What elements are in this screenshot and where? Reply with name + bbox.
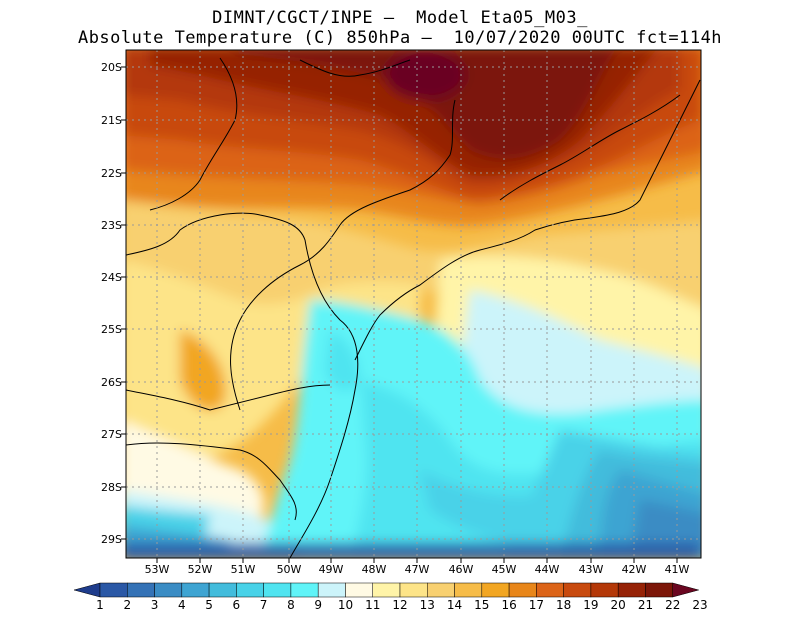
lat-label-24s: 24S: [101, 271, 122, 284]
colorbar-swatch: [99, 582, 128, 598]
lat-label-27s: 27S: [101, 428, 122, 441]
colorbar-label: 1: [96, 598, 104, 612]
lat-label-25s: 25S: [101, 323, 122, 336]
lon-label-43w: 43W: [578, 563, 604, 576]
colorbar-swatch: [427, 582, 455, 598]
colorbar-swatch: [645, 582, 673, 598]
colorbar-swatch: [399, 582, 428, 598]
colorbar-label: 19: [583, 598, 599, 612]
colorbar-swatch: [590, 582, 619, 598]
lon-label-47w: 47W: [404, 563, 430, 576]
coastline: [126, 57, 701, 558]
colorbar-label: 5: [205, 598, 213, 612]
lat-label-26s: 26S: [101, 376, 122, 389]
lat-label-21s: 21S: [101, 114, 122, 127]
colorbar-swatch: [208, 582, 237, 598]
lat-lon-grid: [126, 50, 701, 558]
lon-label-42w: 42W: [621, 563, 647, 576]
map-title-line1: DIMNT/CGCT/INPE – Model Eta05_M03_: [212, 8, 588, 28]
lon-label-45w: 45W: [491, 563, 517, 576]
lat-label-20s: 20S: [101, 61, 122, 74]
colorbar-label: 4: [177, 598, 186, 612]
colorbar-label: 16: [501, 598, 517, 612]
colorbar-label: 10: [337, 598, 354, 612]
lat-label-22s: 22S: [101, 167, 122, 180]
colorbar-label: 22: [665, 598, 681, 612]
colorbar-arrow-high: [672, 582, 700, 598]
map-title-line2: Absolute Temperature (C) 850hPa – 10/07/…: [77, 28, 723, 48]
colorbar-label: 15: [474, 598, 490, 612]
colorbar-label: 9: [314, 598, 322, 612]
colorbar-swatch: [181, 582, 210, 598]
lat-label-23s: 23S: [101, 219, 122, 232]
colorbar-swatch: [536, 582, 564, 598]
colorbar-label: 23: [692, 598, 708, 612]
lon-label-52w: 52W: [187, 563, 213, 576]
colorbar-label: 20: [610, 598, 626, 612]
lon-label-41w: 41W: [664, 563, 690, 576]
colorbar-label: 2: [123, 598, 132, 612]
colorbar-label: 8: [287, 598, 295, 612]
colorbar-swatch: [563, 582, 592, 598]
colorbar-swatch: [290, 582, 319, 598]
colorbar-swatch: [154, 582, 183, 598]
colorbar-swatch: [236, 582, 264, 598]
colorbar-swatch: [127, 582, 155, 598]
colorbar-label: 21: [637, 598, 654, 612]
colorbar-swatch: [508, 582, 537, 598]
lat-label-28s: 28S: [101, 481, 122, 494]
lon-label-50w: 50W: [276, 563, 302, 576]
colorbar-label: 3: [150, 598, 159, 612]
lon-label-48w: 48W: [361, 563, 387, 576]
map-frame: [125, 49, 702, 559]
colorbar-swatch: [263, 582, 292, 598]
axis-ticks: [121, 66, 678, 563]
colorbar-swatch: [617, 582, 646, 598]
temperature-field: [126, 50, 701, 558]
colorbar-swatch: [317, 582, 346, 598]
colorbar-label: 7: [259, 598, 268, 612]
colorbar-swatch: [454, 582, 483, 598]
colorbar: [73, 582, 700, 598]
colorbar-label: 14: [446, 598, 463, 612]
colorbar-arrow-low: [73, 582, 101, 598]
lat-label-29s: 29S: [101, 533, 122, 546]
lon-label-51w: 51W: [230, 563, 256, 576]
colorbar-label: 13: [419, 598, 435, 612]
lon-label-53w: 53W: [144, 563, 170, 576]
colorbar-label: 12: [392, 598, 408, 612]
lon-label-46w: 46W: [448, 563, 474, 576]
lon-label-44w: 44W: [534, 563, 560, 576]
colorbar-swatch: [345, 582, 373, 598]
colorbar-swatch: [372, 582, 401, 598]
lon-label-49w: 49W: [318, 563, 344, 576]
colorbar-label: 6: [232, 598, 241, 612]
colorbar-swatch: [481, 582, 510, 598]
colorbar-label: 18: [555, 598, 572, 612]
colorbar-label: 11: [365, 598, 381, 612]
colorbar-label: 17: [528, 598, 544, 612]
